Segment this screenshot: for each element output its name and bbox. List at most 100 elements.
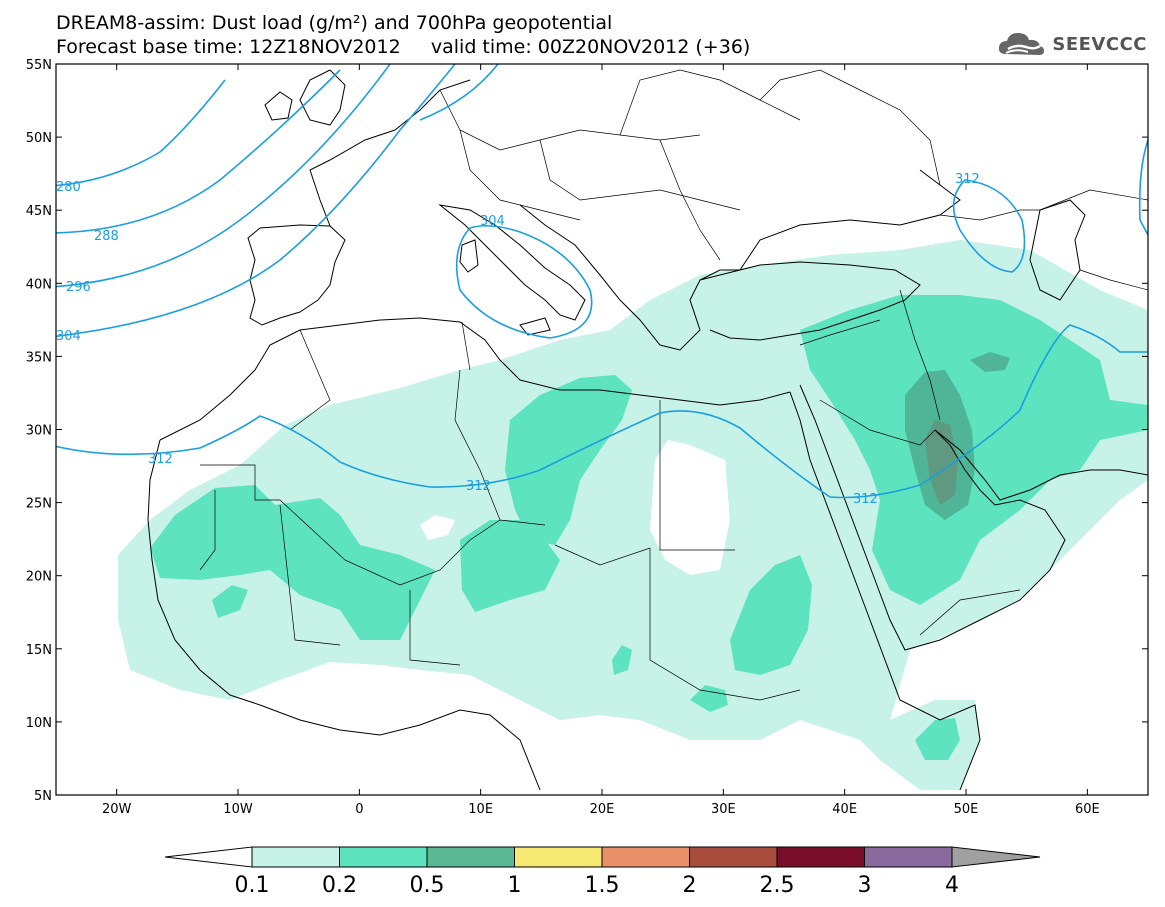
dust-region-medium-arabia [800, 295, 1148, 605]
contour-296 [56, 64, 391, 288]
coastline-blacksea [739, 169, 961, 271]
border-europe-2 [459, 129, 581, 221]
border-niger-chad [409, 590, 461, 666]
dust-region-dark-iran [970, 352, 1010, 372]
dust-region-medium-libya [505, 375, 632, 545]
contour-288 [56, 69, 341, 234]
lat-tick-label: 35N [26, 350, 52, 365]
coastline-west-africa [147, 439, 541, 791]
colorbar-box [251, 846, 340, 868]
border-yemen [919, 589, 1021, 636]
lon-tick-label: 10E [468, 802, 493, 817]
lat-tick-label: 40N [26, 277, 52, 292]
contour-label: 288 [94, 229, 119, 244]
dust-region-light-gap [650, 440, 730, 575]
colorbar-label: 2 [683, 873, 697, 898]
colorbar-label: 1.5 [585, 873, 620, 898]
border-turkmen [1079, 269, 1148, 291]
border-libya-chad [554, 544, 651, 566]
logo-text: SEEVCCC [1052, 33, 1147, 55]
contour-312-main [56, 324, 1148, 499]
border-tunisia [461, 321, 471, 371]
lat-tick-label: 45N [26, 204, 52, 219]
dust-region-medium-sahara [460, 520, 560, 612]
colorbar-label: 0.1 [235, 873, 270, 898]
border-europe-3 [539, 139, 741, 211]
colorbar-label: 1 [508, 873, 522, 898]
coastline-gulf [934, 429, 1061, 501]
country-borders [199, 69, 1148, 701]
coastline-sardinia [459, 239, 479, 273]
lon-axis: 20W 10W 0 10E 20E 30E 40E 50E 60E [102, 64, 1100, 817]
colorbar-box [514, 846, 603, 868]
coastline-iberia [247, 224, 346, 326]
lat-tick-label: 50N [26, 131, 52, 146]
border-saudi-north [819, 399, 936, 446]
border-mauritania [199, 490, 216, 571]
contour-312-caucasus [952, 179, 1026, 273]
dust-region-medium-west [150, 485, 435, 640]
colorbar: 0.1 0.2 0.5 1 1.5 2 2.5 3 4 [164, 846, 1041, 898]
colorbar-box [601, 846, 690, 868]
coastline-france [309, 79, 471, 227]
contour-label: 312 [148, 452, 173, 467]
colorbar-box [776, 846, 865, 868]
lon-tick-label: 60E [1075, 802, 1100, 817]
coastline-north-africa [159, 317, 791, 441]
border-morocco [289, 329, 331, 431]
border-europe-1 [439, 89, 701, 151]
border-sudan [649, 548, 801, 701]
border-mali-niger [279, 504, 341, 646]
dust-region-medium-south [690, 685, 728, 712]
contour-304-west [56, 64, 456, 338]
border-algeria-libya [454, 369, 501, 521]
colorbar-arrow-right [951, 846, 1041, 868]
border-libya-egypt [659, 400, 735, 551]
border-algeria-mali [200, 464, 546, 586]
lat-tick-label: 25N [26, 497, 52, 512]
lon-tick-label: 0 [355, 802, 363, 817]
coastline-britain [299, 69, 346, 126]
contour-label: 280 [56, 180, 81, 195]
border-kazakh [1039, 189, 1148, 211]
coastline-caspian [1029, 199, 1086, 301]
lat-tick-label: 20N [26, 570, 52, 585]
border-syria [799, 319, 881, 346]
dust-region-light-gap2 [420, 515, 455, 540]
contour-label: 304 [56, 329, 81, 344]
coastline-red-sea-east [799, 384, 1066, 651]
dust-region-medium-chad [612, 645, 632, 675]
contour-304-italy [455, 224, 593, 339]
geopotential-contours [56, 64, 1148, 499]
dust-region-medium-horn [915, 718, 960, 760]
lat-axis: 55N 50N 45N 40N 35N 30N 25N 20N 15N 10N 5N [26, 58, 1148, 804]
coastline-italy [438, 204, 586, 321]
lat-tick-label: 15N [26, 643, 52, 658]
lat-tick-label: 30N [26, 424, 52, 439]
contour-312-east [1138, 139, 1148, 236]
coastline-red-sea-west [789, 391, 981, 791]
contour-labels: 280 288 296 304 304 312 312 312 312 [56, 172, 980, 507]
coastline-iran [1059, 469, 1148, 476]
colorbar-box [426, 846, 515, 868]
colorbar-label: 4 [945, 873, 959, 898]
coastlines [147, 69, 1148, 791]
contour-label: 312 [853, 492, 878, 507]
colorbar-arrow-left [164, 846, 253, 868]
border-europe-4 [619, 69, 801, 136]
contour-label: 312 [955, 172, 980, 187]
coastline-ireland [264, 91, 293, 121]
coastline-sicily [519, 317, 551, 336]
colorbar-box [689, 846, 778, 868]
dust-region-medium-wb [212, 585, 248, 618]
border-russia [759, 69, 941, 186]
contour-label: 296 [66, 280, 91, 295]
lat-tick-label: 10N [26, 716, 52, 731]
cloud-icon [999, 33, 1045, 55]
dust-region-medium-sudan [730, 555, 812, 675]
colorbar-label: 0.5 [410, 873, 445, 898]
lon-tick-label: 10W [223, 802, 253, 817]
colorbar-box [864, 846, 953, 868]
coastline-turkey [699, 261, 921, 341]
